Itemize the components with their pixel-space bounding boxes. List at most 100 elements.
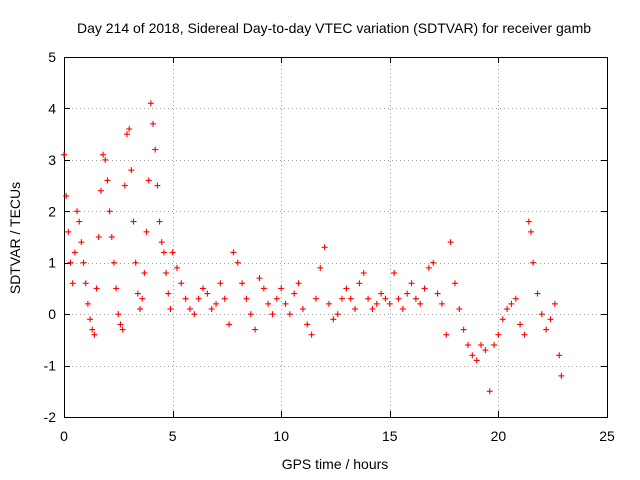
data-point bbox=[145, 177, 152, 184]
data-point bbox=[499, 316, 506, 323]
data-point bbox=[286, 311, 293, 318]
data-point bbox=[556, 352, 563, 359]
data-point bbox=[547, 316, 554, 323]
data-point bbox=[234, 259, 241, 266]
data-point bbox=[408, 280, 415, 287]
data-point bbox=[391, 270, 398, 276]
data-point bbox=[178, 280, 185, 287]
data-point bbox=[456, 306, 463, 312]
data-point bbox=[356, 280, 363, 287]
data-point bbox=[158, 239, 165, 246]
tick-labels: 0 5 10 15 20 25 -2 -1 0 1 2 3 4 5 bbox=[44, 49, 615, 444]
data-point bbox=[265, 300, 272, 307]
data-point bbox=[378, 290, 385, 297]
x-tick-label: 0 bbox=[60, 428, 68, 444]
data-point bbox=[169, 249, 176, 256]
data-point bbox=[491, 342, 498, 348]
data-point bbox=[421, 285, 428, 292]
data-point bbox=[89, 326, 96, 333]
data-point bbox=[141, 270, 148, 276]
data-point bbox=[551, 300, 558, 307]
data-point bbox=[186, 306, 193, 312]
data-point bbox=[412, 295, 419, 302]
data-point bbox=[100, 151, 107, 158]
data-point bbox=[152, 146, 159, 153]
data-point bbox=[247, 311, 254, 318]
data-point bbox=[308, 331, 315, 338]
data-point bbox=[530, 259, 537, 266]
data-point bbox=[139, 295, 146, 302]
data-point bbox=[76, 218, 83, 225]
data-point bbox=[78, 239, 85, 246]
chart-title: Day 214 of 2018, Sidereal Day-to-day VTE… bbox=[77, 20, 591, 36]
data-point bbox=[221, 295, 228, 302]
data-point bbox=[312, 295, 319, 302]
y-axis-label: SDTVAR / TECUs bbox=[7, 182, 23, 294]
data-point bbox=[93, 285, 100, 292]
data-point bbox=[373, 300, 380, 307]
data-point bbox=[230, 249, 237, 256]
data-point bbox=[87, 316, 94, 323]
y-tick-label: -1 bbox=[44, 358, 57, 374]
data-point bbox=[132, 259, 139, 266]
data-point bbox=[63, 192, 70, 199]
data-point bbox=[69, 280, 76, 287]
data-point bbox=[82, 280, 89, 287]
data-point bbox=[360, 270, 367, 276]
data-point bbox=[304, 321, 311, 328]
y-tick-label: -2 bbox=[44, 409, 57, 425]
data-point bbox=[167, 306, 174, 312]
data-point bbox=[295, 280, 302, 287]
data-point bbox=[147, 100, 154, 107]
data-point bbox=[195, 295, 202, 302]
data-point bbox=[430, 259, 437, 266]
data-point bbox=[417, 300, 424, 307]
data-point bbox=[399, 306, 406, 312]
data-point bbox=[95, 234, 102, 240]
data-point bbox=[61, 151, 67, 158]
data-point bbox=[482, 347, 489, 354]
data-point bbox=[325, 300, 332, 307]
data-point bbox=[558, 372, 565, 379]
data-point bbox=[369, 306, 376, 312]
data-point bbox=[291, 290, 298, 297]
data-point bbox=[173, 264, 180, 271]
data-point bbox=[508, 300, 515, 307]
data-point bbox=[84, 300, 91, 307]
data-point bbox=[512, 295, 519, 302]
plot-frame bbox=[64, 57, 608, 418]
data-point bbox=[464, 342, 471, 348]
y-tick-label: 1 bbox=[48, 255, 56, 271]
data-point bbox=[217, 280, 224, 287]
data-point bbox=[317, 264, 324, 271]
data-point bbox=[128, 167, 135, 174]
data-point bbox=[334, 311, 341, 318]
data-point bbox=[80, 259, 87, 266]
data-point bbox=[260, 285, 267, 292]
data-point bbox=[110, 259, 117, 266]
data-point bbox=[102, 156, 109, 163]
data-point bbox=[213, 300, 220, 307]
data-point bbox=[347, 295, 354, 302]
data-point bbox=[521, 331, 528, 338]
data-point bbox=[527, 228, 534, 235]
data-point bbox=[252, 326, 259, 333]
x-tick-label: 25 bbox=[599, 428, 615, 444]
data-point bbox=[108, 234, 115, 240]
data-point bbox=[113, 285, 120, 292]
data-point bbox=[74, 208, 81, 215]
data-point bbox=[134, 290, 141, 297]
data-points bbox=[61, 100, 565, 395]
data-point bbox=[434, 290, 441, 297]
data-point bbox=[382, 295, 389, 302]
data-point bbox=[486, 388, 493, 395]
data-point bbox=[143, 228, 150, 235]
data-point bbox=[204, 290, 211, 297]
data-point bbox=[352, 306, 359, 312]
x-axis-label: GPS time / hours bbox=[282, 456, 389, 472]
data-point bbox=[447, 239, 454, 246]
y-tick-label: 5 bbox=[48, 49, 56, 65]
data-point bbox=[137, 306, 144, 312]
data-point bbox=[469, 352, 476, 359]
data-point bbox=[282, 300, 289, 307]
